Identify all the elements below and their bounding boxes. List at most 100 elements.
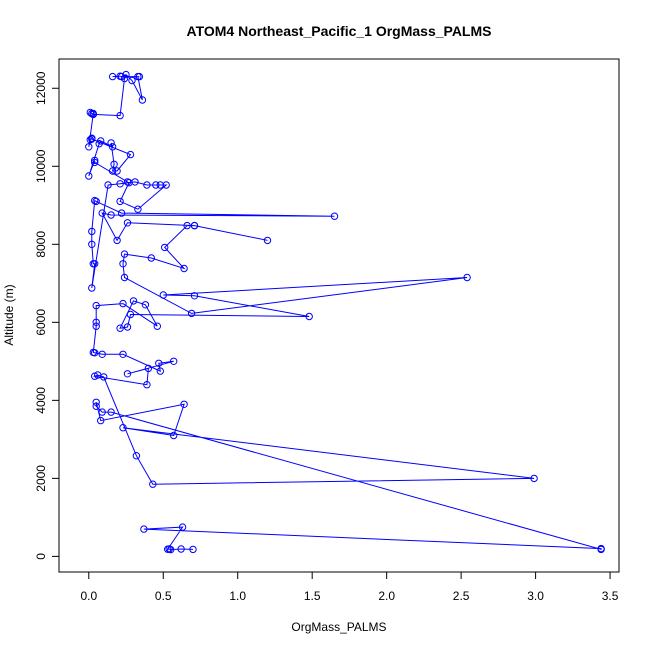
data-point [140, 525, 148, 533]
data-point [98, 408, 106, 416]
data-point [104, 181, 112, 189]
x-tick-label: 2.0 [378, 589, 395, 603]
data-point [143, 181, 151, 189]
x-tick-label: 3.5 [602, 589, 619, 603]
data-point [126, 310, 135, 319]
data-point [305, 312, 313, 321]
y-tick-label: 4000 [34, 387, 48, 414]
data-point [123, 370, 132, 378]
data-point [123, 178, 132, 186]
data-point [164, 545, 172, 553]
y-tick-label: 8000 [34, 231, 48, 258]
data-point [123, 323, 132, 331]
data-point [91, 372, 99, 380]
data-point [263, 236, 272, 245]
data-point [190, 221, 199, 230]
data-point [89, 348, 98, 357]
data-point [92, 322, 100, 330]
data-point [132, 452, 141, 460]
data-point [135, 72, 144, 81]
chart-title: ATOM4 Northeast_Pacific_1 OrgMass_PALMS [187, 23, 492, 39]
data-point [120, 250, 129, 258]
data-point [129, 297, 138, 305]
x-tick-label: 0.0 [80, 589, 97, 603]
data-point [597, 545, 605, 554]
data-point [107, 211, 115, 219]
data-point [177, 545, 185, 553]
data-point [189, 545, 197, 554]
data-point [110, 160, 118, 169]
data-point [97, 416, 105, 425]
data-point [98, 209, 106, 217]
data-point [162, 181, 170, 189]
data-point [108, 143, 117, 151]
y-tick-label: 2000 [34, 465, 48, 492]
data-point [92, 301, 100, 310]
data-point [152, 181, 160, 189]
data-point [119, 260, 127, 268]
data-point [170, 431, 178, 440]
data-point [89, 110, 98, 119]
data-point [180, 264, 188, 273]
data-point [119, 350, 127, 358]
x-tick-label: 2.5 [453, 589, 470, 603]
data-point [123, 219, 132, 227]
data-point [187, 309, 196, 318]
data-point [98, 350, 106, 358]
x-tick-label: 1.5 [304, 589, 321, 603]
data-point [113, 167, 121, 175]
data-point [119, 424, 127, 432]
data-point [113, 236, 121, 245]
data-point [91, 260, 99, 268]
x-tick-label: 1.0 [229, 589, 246, 603]
data-point [97, 137, 105, 145]
data-point [91, 156, 99, 165]
data-point [147, 254, 156, 262]
data-point [141, 301, 150, 309]
data-point [138, 96, 147, 104]
data-point [108, 167, 117, 175]
y-tick-label: 12000 [34, 71, 48, 105]
data-point [178, 523, 187, 531]
data-point [183, 221, 191, 230]
x-tick-label: 0.5 [155, 589, 172, 603]
data-point [463, 273, 471, 282]
data-point [116, 197, 124, 206]
data-point [143, 381, 151, 389]
y-tick-label: 0 [34, 553, 48, 560]
data-point [144, 364, 153, 373]
data-point [530, 474, 538, 483]
data-point [91, 158, 99, 167]
data-point [88, 227, 96, 236]
data-point [92, 398, 100, 406]
data-point [119, 299, 127, 308]
data-point [107, 139, 115, 147]
data-point [88, 240, 96, 249]
data-point [108, 72, 117, 81]
data-point [92, 318, 100, 326]
data-point [156, 367, 165, 375]
data-point [116, 72, 124, 80]
data-point [126, 150, 135, 159]
series-line [88, 73, 602, 551]
y-axis-label: Altitude (m) [2, 284, 16, 345]
data-point [107, 408, 115, 416]
data-point [91, 196, 99, 205]
data-point [92, 402, 100, 410]
y-axis: 0 2000 4000 6000 8000 10000 12000 [34, 71, 60, 560]
x-axis: 0.0 0.5 1.0 1.5 2.0 2.5 3.0 3.5 [80, 571, 619, 603]
y-tick-label: 10000 [34, 149, 48, 183]
data-point [190, 292, 199, 300]
x-tick-label: 3.0 [527, 589, 544, 603]
data-point [159, 291, 168, 299]
y-tick-label: 6000 [34, 309, 48, 336]
data-point [116, 180, 124, 188]
data-point [85, 143, 93, 151]
series-layer [85, 70, 605, 554]
data-point [156, 181, 165, 189]
data-point [116, 111, 124, 120]
data-point [120, 273, 129, 282]
data-point [128, 76, 136, 85]
data-point [153, 322, 162, 330]
